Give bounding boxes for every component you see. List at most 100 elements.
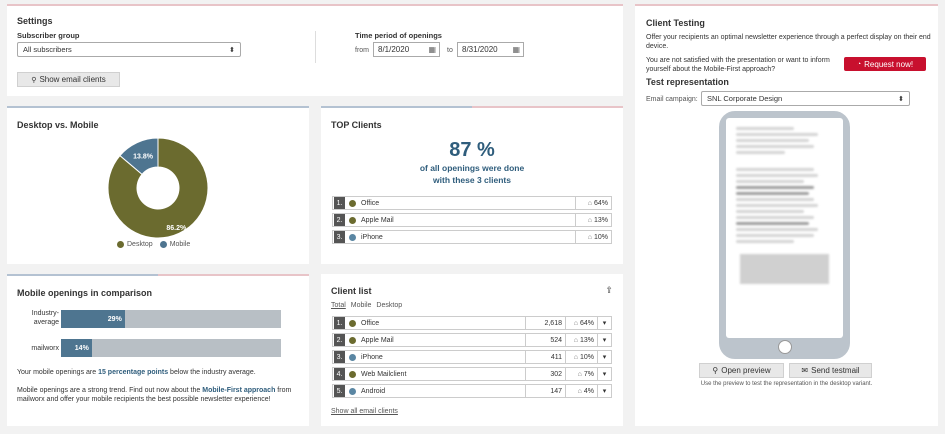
client-list-row: 2. Apple Mail 524 ⌂ 13% ▾: [332, 333, 612, 347]
row-dropdown-button[interactable]: ▾: [597, 385, 611, 397]
subscriber-group-select[interactable]: All subscribers ⬍: [17, 42, 241, 57]
export-icon[interactable]: ⇪: [605, 285, 613, 295]
top-clients-card: TOP Clients 87 % of all openings were do…: [321, 106, 623, 264]
client-count: 2,618: [525, 317, 565, 329]
desktop-mobile-title: Desktop vs. Mobile: [17, 120, 99, 130]
client-color-dot: [349, 387, 356, 395]
phone-home-button: [777, 340, 792, 354]
top-client-row: 1. Office ⌂ 64%: [332, 196, 612, 210]
email-campaign-select[interactable]: SNL Corporate Design ⬍: [701, 91, 910, 106]
client-testing-card: Client Testing Offer your recipients an …: [635, 4, 938, 426]
request-now-button[interactable]: ◔ Request now!: [844, 57, 926, 71]
rank-number: 5.: [334, 385, 345, 397]
mobile-trend-text: Mobile openings are a strong trend. Find…: [17, 386, 302, 405]
industry-label-line1: Industry-: [31, 310, 59, 317]
phone-preview: [719, 111, 850, 359]
row-dropdown-button[interactable]: ▾: [597, 334, 611, 346]
comparison-bar: 14%: [61, 339, 92, 357]
tab-desktop[interactable]: Desktop: [376, 302, 403, 309]
openings-icon: ⌂: [587, 199, 592, 207]
updown-arrow-icon: ⬍: [229, 47, 235, 54]
mobile-compare-text: Your mobile openings are 15 percentage p…: [17, 368, 302, 377]
send-testmail-button[interactable]: ✉ Send testmail: [789, 363, 872, 378]
compare-text-highlight: 15 percentage points: [98, 369, 169, 376]
compare-text-post: below the industry average.: [168, 369, 256, 376]
tab-mobile[interactable]: Mobile: [350, 302, 372, 309]
from-date-input[interactable]: 8/1/2020 ▦: [373, 42, 440, 57]
trend-text-pre: Mobile openings are a strong trend. Find…: [17, 387, 203, 394]
subscriber-group-label: Subscriber group: [17, 31, 80, 40]
show-email-clients-button[interactable]: ⚲ Show email clients: [17, 72, 120, 87]
send-testmail-label: Send testmail: [811, 366, 860, 375]
open-preview-label: Open preview: [721, 366, 771, 375]
client-name: Office: [361, 319, 380, 327]
show-all-email-clients-link[interactable]: Show all email clients: [331, 408, 398, 415]
openings-icon: ⌂: [573, 353, 578, 361]
client-percent-cell: ⌂ 64%: [565, 317, 597, 329]
comparison-bar-track: [61, 339, 281, 357]
calendar-icon[interactable]: ▦: [428, 45, 436, 54]
from-date-value: 8/1/2020: [378, 45, 410, 54]
client-percent-cell: ⌂ 64%: [575, 197, 611, 209]
request-now-label: Request now!: [864, 59, 914, 69]
comparison-bar: 29%: [61, 310, 125, 328]
subscriber-group-value: All subscribers: [23, 45, 72, 54]
email-campaign-label: Email campaign:: [646, 96, 698, 103]
client-percent: 64%: [579, 319, 594, 327]
open-preview-button[interactable]: ⚲ Open preview: [699, 363, 784, 378]
compare-text-pre: Your mobile openings are: [17, 369, 99, 376]
mobile-compare-title: Mobile openings in comparison: [17, 288, 153, 298]
top-clients-line1: of all openings were done: [419, 163, 525, 173]
client-count: 411: [525, 351, 565, 363]
rank-number: 2.: [334, 214, 345, 226]
row-dropdown-button[interactable]: ▾: [597, 351, 611, 363]
client-color-dot: [349, 336, 356, 344]
client-color-dot: [349, 353, 356, 361]
to-date-input[interactable]: 8/31/2020 ▦: [457, 42, 524, 57]
openings-icon: ⌂: [577, 387, 582, 395]
search-icon: ⚲: [712, 366, 719, 375]
client-list-row: 4. Web Mailclient 302 ⌂ 7% ▾: [332, 367, 612, 381]
client-percent: 13%: [579, 336, 594, 344]
openings-icon: ⌂: [587, 216, 592, 224]
test-representation-title: Test representation: [646, 77, 729, 87]
row-dropdown-button[interactable]: ▾: [597, 368, 611, 380]
updown-arrow-icon: ⬍: [898, 96, 904, 103]
client-color-dot: [349, 216, 356, 224]
rank-number: 4.: [334, 368, 345, 380]
to-date-value: 8/31/2020: [462, 45, 498, 54]
client-color-dot: [349, 319, 356, 327]
industry-label-line2: average: [33, 319, 59, 327]
donut-label-mobile: 13.8%: [133, 153, 154, 160]
settings-title: Settings: [17, 16, 53, 26]
top-client-row: 3. iPhone ⌂ 10%: [332, 230, 612, 244]
top-clients-percent: 87 %: [449, 139, 495, 161]
calendar-icon[interactable]: ▦: [512, 45, 520, 54]
trend-text-post: from mailworx and offer your mobile reci…: [17, 387, 292, 404]
client-testing-desc: Offer your recipients an optimal newslet…: [646, 34, 931, 51]
to-label: to: [447, 47, 453, 54]
client-list-row: 3. iPhone 411 ⌂ 10% ▾: [332, 350, 612, 364]
client-percent-cell: ⌂ 10%: [565, 351, 597, 363]
client-count: 147: [525, 385, 565, 397]
client-percent-cell: ⌂ 10%: [575, 231, 611, 243]
openings-icon: ⌂: [577, 370, 582, 378]
preview-hint: Use the preview to test the representati…: [700, 381, 873, 387]
from-label: from: [355, 47, 369, 54]
client-percent: 64%: [593, 199, 608, 207]
envelope-icon: ✉: [801, 366, 809, 375]
show-email-clients-label: Show email clients: [39, 75, 106, 84]
top-clients-title: TOP Clients: [331, 120, 382, 130]
donut-label-desktop: 86.2%: [166, 225, 187, 232]
mobile-first-link[interactable]: Mobile-First approach: [202, 387, 276, 394]
legend-desktop-label: Desktop: [127, 241, 153, 248]
client-percent: 10%: [579, 353, 594, 361]
phone-screen: [726, 118, 843, 338]
openings-icon: ⌂: [573, 319, 578, 327]
client-percent: 10%: [593, 233, 608, 241]
industry-average-label: Industry- average: [17, 309, 59, 328]
client-name: iPhone: [361, 353, 383, 361]
time-period-label: Time period of openings: [355, 31, 442, 40]
tab-total[interactable]: Total: [331, 302, 346, 309]
row-dropdown-button[interactable]: ▾: [597, 317, 611, 329]
